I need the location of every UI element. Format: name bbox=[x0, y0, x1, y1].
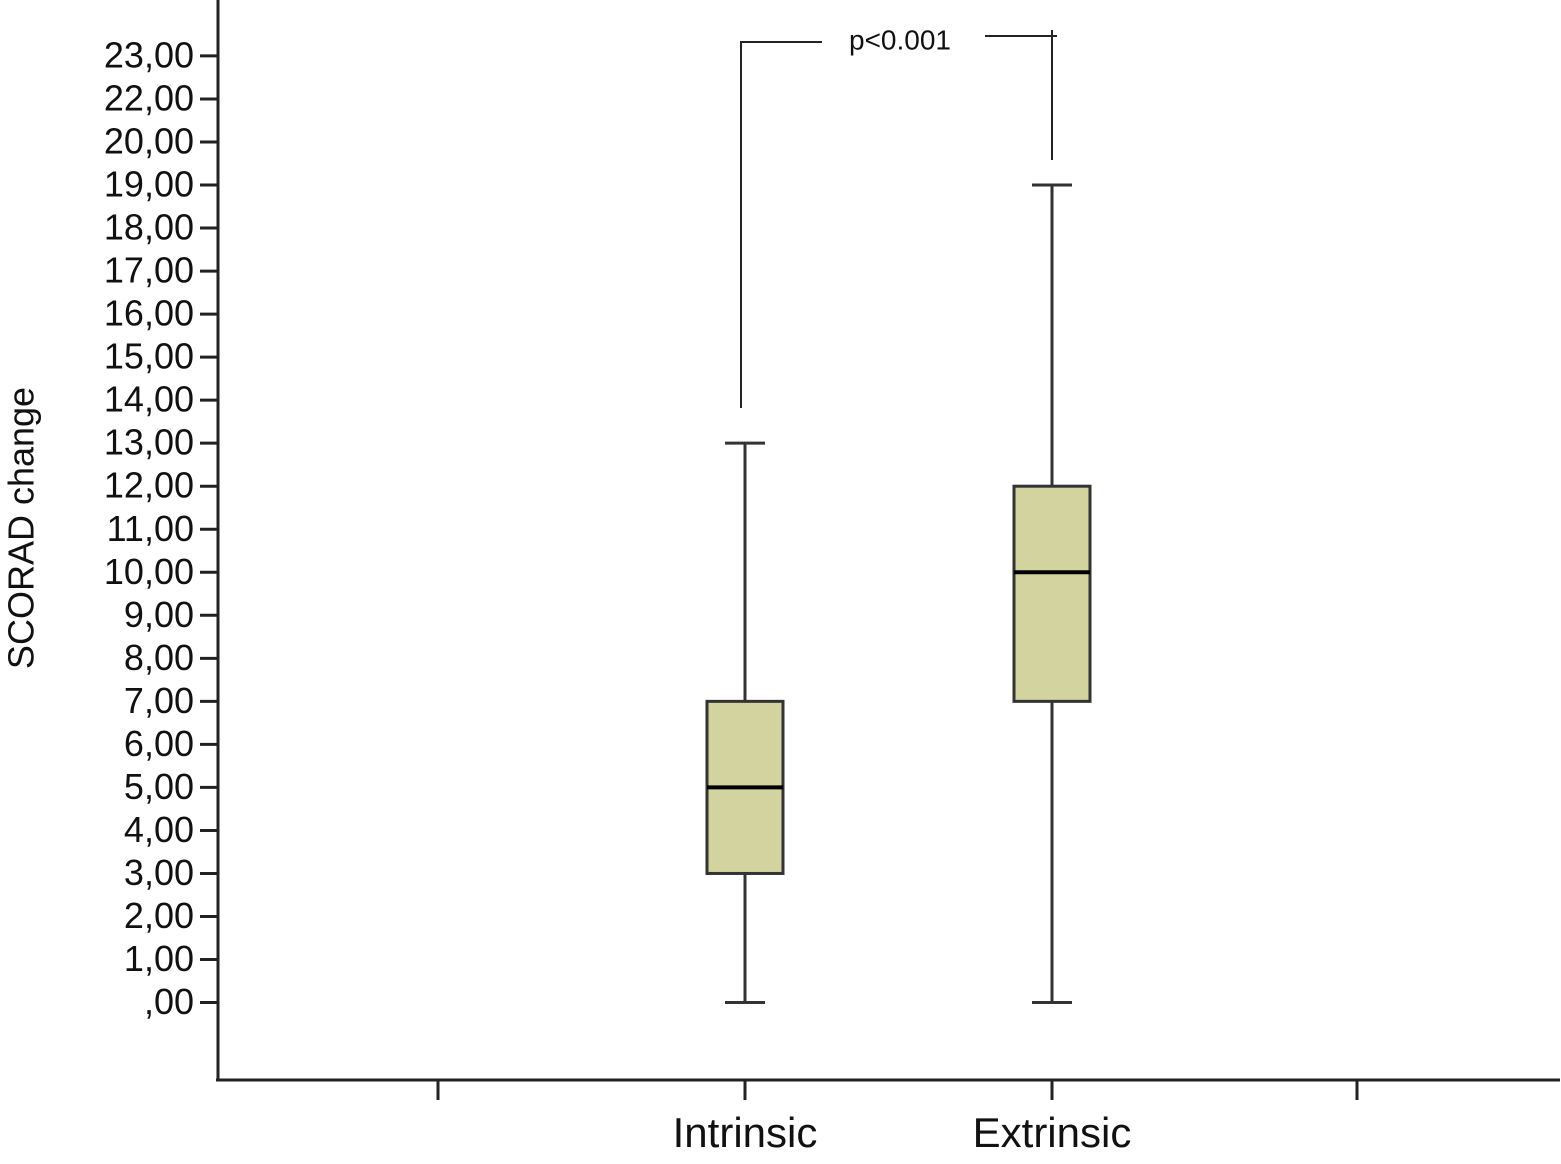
y-tick-label: 22,00 bbox=[104, 77, 194, 118]
box bbox=[1012, 484, 1092, 703]
y-tick-label: 11,00 bbox=[107, 508, 194, 549]
annotation: p<0.001 bbox=[849, 24, 951, 55]
y-tick-label: 7,00 bbox=[124, 680, 194, 721]
y-tick-label: 16,00 bbox=[104, 293, 194, 334]
y-tick-label: 8,00 bbox=[124, 637, 194, 678]
y-tick-label: 14,00 bbox=[104, 379, 194, 420]
y-tick-label: 3,00 bbox=[124, 852, 194, 893]
y-tick-label: 13,00 bbox=[104, 422, 194, 463]
y-tick-label: 17,00 bbox=[104, 250, 194, 291]
y-tick-label: 19,00 bbox=[104, 164, 194, 205]
y-tick-label: ,00 bbox=[144, 981, 194, 1022]
x-tick-label: Intrinsic bbox=[673, 1109, 818, 1156]
y-tick-label: 9,00 bbox=[124, 594, 194, 635]
y-tick-label: 10,00 bbox=[104, 551, 194, 592]
y-tick-label: 23,00 bbox=[104, 34, 194, 75]
y-tick-label: 20,00 bbox=[104, 121, 194, 162]
significance-bracket bbox=[740, 30, 1057, 408]
y-tick-label: 4,00 bbox=[124, 809, 194, 850]
bracket-left bbox=[740, 41, 822, 408]
y-tick-label: 6,00 bbox=[124, 723, 194, 764]
y-tick-label: 5,00 bbox=[124, 766, 194, 807]
y-tick-label: 18,00 bbox=[104, 207, 194, 248]
y-tick-label: 2,00 bbox=[124, 895, 194, 936]
x-tick-label: Extrinsic bbox=[973, 1109, 1132, 1156]
y-tick-label: 12,00 bbox=[104, 465, 194, 506]
y-tick-label: 1,00 bbox=[124, 938, 194, 979]
y-tick-label: 15,00 bbox=[104, 336, 194, 377]
y-axis-label: SCORAD change bbox=[1, 387, 42, 669]
